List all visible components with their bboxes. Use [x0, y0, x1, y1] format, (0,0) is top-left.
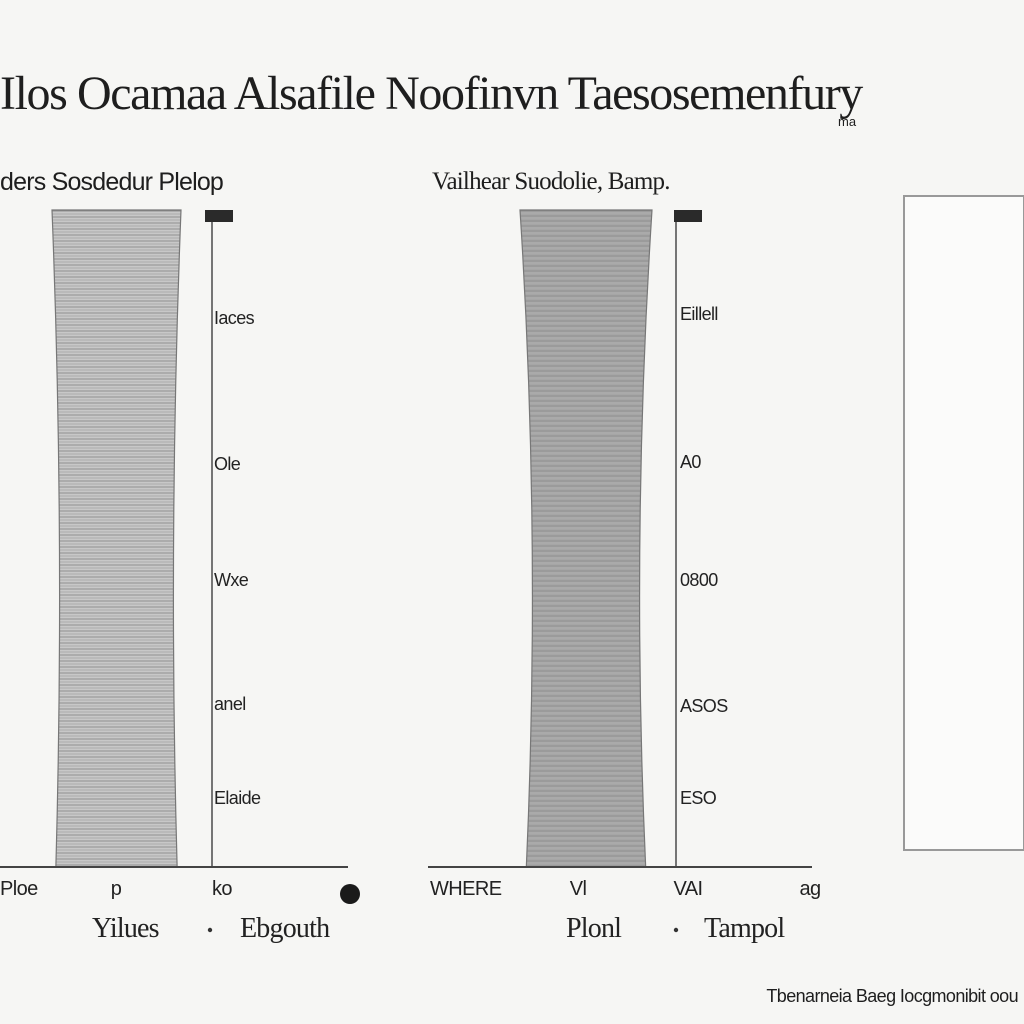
- chart-1-x-axis-label: Ebgouth: [240, 913, 330, 944]
- chart-1-title: ders Sosdedur Plelop: [0, 168, 224, 196]
- chart-1-axis-cap: [205, 210, 233, 222]
- footer-note: Tbenarneia Baeg Iocgmonibit oou: [766, 986, 1018, 1006]
- chart-1-xtick-label: ko: [212, 878, 232, 900]
- chart-1-ytick-label: anel: [214, 694, 246, 714]
- chart-1-bar-1: [51, 209, 182, 868]
- chart-1-ytick-label: Wxe: [214, 570, 249, 590]
- chart-2-label-separator-dot: [673, 927, 679, 933]
- chart-2-x-axis-label: Tampol: [704, 913, 785, 944]
- chart-2-axis-cap: [674, 210, 702, 222]
- chart-2-title: Vailhear Suodolie, Bamp.: [432, 168, 671, 195]
- chart-1-label-separator-dot: [207, 927, 213, 933]
- chart-2-xtick-label: ag: [799, 878, 820, 900]
- chart-1-xtick-label: p: [111, 878, 122, 900]
- chart-2-ytick-label: Eillell: [680, 304, 718, 324]
- page-title: Ilos Ocamaa Alsafile Noofinvn Taesosemen…: [0, 67, 863, 120]
- chart-2-bar-1: [519, 209, 653, 868]
- chart-2-xtick-label: WHERE: [430, 878, 502, 900]
- chart-1-ytick-label: Iaces: [214, 308, 255, 328]
- chart-1-axis-end-marker: [340, 884, 360, 904]
- chart-2-ytick-label: 0800: [680, 570, 718, 590]
- empty-panel-frame: [903, 195, 1024, 851]
- chart-2-xtick-label: Vl: [570, 878, 587, 900]
- chart-1-ytick-label: Ole: [214, 454, 241, 474]
- page-title-subscript: ma: [838, 114, 857, 129]
- chart-2-ytick-label: A0: [680, 452, 701, 472]
- chart-1-xtick-label: Ploe: [0, 878, 38, 900]
- chart-2-xtick-label: VAI: [674, 878, 703, 900]
- chart-2-ytick-label: ESO: [680, 788, 717, 808]
- chart-1-ytick-label: Elaide: [214, 788, 261, 808]
- chart-2-ytick-label: ASOS: [680, 696, 728, 716]
- chart-1-x-axis-label: Yilues: [92, 913, 159, 944]
- chart-marks-layer: Iaces Ole Wxe anel Elaide Ploe p ko Yilues Ebgout…: [0, 209, 821, 944]
- chart-2-x-axis-label: Plonl: [566, 913, 622, 944]
